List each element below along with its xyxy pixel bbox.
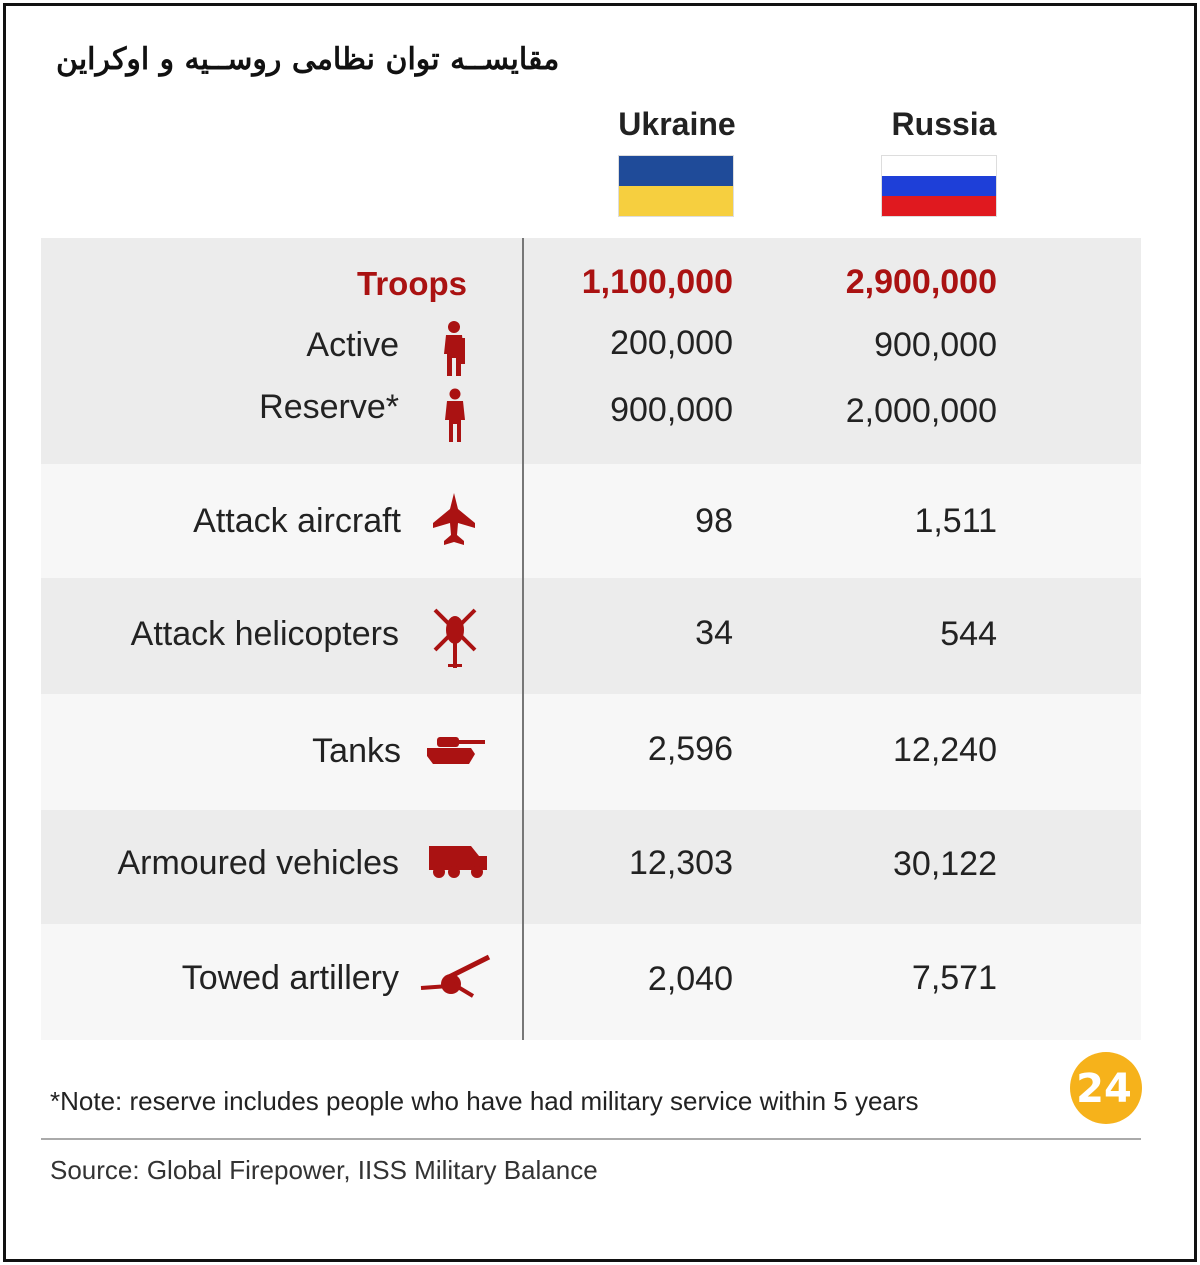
page-title: مقایســه توان نظامی روســیه و اوکراین [56, 42, 560, 77]
tank-icon [427, 737, 485, 764]
soldier-icon [444, 321, 465, 376]
ukraine-flag [619, 156, 733, 216]
russia-header: Russia [891, 106, 997, 142]
svg-text:24: 24 [1076, 1066, 1132, 1112]
armoured-ukraine-value: 12,303 [629, 844, 733, 882]
troops-label: Troops [356, 265, 467, 302]
reserve-russia-value: 2,000,000 [845, 392, 997, 430]
active-label: Active [306, 326, 399, 364]
helicopter-icon [433, 608, 477, 668]
tanks-row-bg [41, 694, 1141, 810]
tanks-russia-value: 12,240 [893, 731, 997, 769]
russia-flag [882, 156, 996, 216]
site-logo: 24 [1070, 1052, 1142, 1124]
artillery-russia-value: 7,571 [911, 959, 997, 997]
ukraine-header: Ukraine [618, 106, 736, 142]
helicopters-russia-value: 544 [940, 615, 997, 653]
artillery-ukraine-value: 2,040 [647, 960, 733, 998]
artillery-label: Towed artillery [181, 959, 399, 997]
troops-row-bg [41, 238, 1141, 464]
footnote: *Note: reserve includes people who have … [50, 1086, 919, 1116]
active-russia-value: 900,000 [874, 326, 997, 364]
armoured-row-bg [41, 810, 1141, 924]
armoured-vehicle-icon [429, 846, 487, 878]
tanks-ukraine-value: 2,596 [647, 730, 733, 768]
artillery-row-bg [41, 924, 1141, 1040]
column-divider [522, 238, 524, 1040]
troops-ukraine-value: 1,100,000 [581, 263, 733, 301]
source-line: Source: Global Firepower, IISS Military … [50, 1155, 598, 1185]
person-icon [445, 388, 465, 442]
comparison-table: Troops 1,100,000 2,900,000 Active 200,00… [41, 238, 1141, 1040]
artillery-icon [420, 954, 491, 998]
jet-icon [433, 493, 475, 545]
aircraft-russia-value: 1,511 [914, 502, 997, 540]
armoured-russia-value: 30,122 [893, 845, 997, 883]
helicopters-ukraine-value: 34 [695, 614, 733, 652]
active-ukraine-value: 200,000 [610, 324, 733, 362]
aircraft-row-bg [41, 464, 1141, 578]
tanks-label: Tanks [312, 732, 401, 770]
helicopters-label: Attack helicopters [130, 615, 399, 653]
aircraft-ukraine-value: 98 [695, 502, 733, 540]
reserve-label: Reserve* [259, 388, 399, 426]
aircraft-label: Attack aircraft [193, 502, 401, 540]
troops-russia-value: 2,900,000 [845, 263, 997, 301]
footer-divider [41, 1138, 1141, 1140]
armoured-label: Armoured vehicles [117, 844, 399, 882]
reserve-ukraine-value: 900,000 [610, 391, 733, 429]
helicopters-row-bg [41, 578, 1141, 694]
